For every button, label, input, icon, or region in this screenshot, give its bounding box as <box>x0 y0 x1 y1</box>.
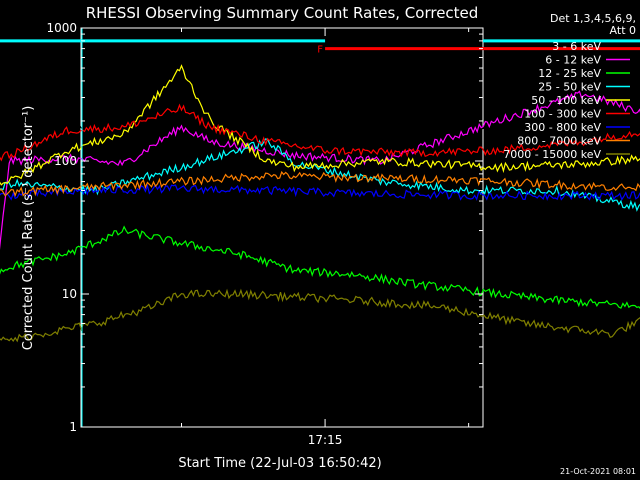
y-axis-label: Corrected Count Rate (s⁻¹ detector⁻¹) <box>21 106 36 351</box>
legend-label: 3 - 6 keV <box>552 40 601 53</box>
chart-title: RHESSI Observing Summary Count Rates, Co… <box>86 4 479 22</box>
plot-frame <box>80 27 484 428</box>
y-axis: 1 10 100 1000 <box>46 21 483 434</box>
plot-area: FN <box>0 28 640 427</box>
y-tick-label: 1 <box>69 420 77 434</box>
legend-label: 800 - 7000 keV <box>517 135 601 148</box>
timestamp: 21-Oct-2021 08:01 <box>560 467 636 476</box>
x-axis: 17:0017:1517:3017:4518:0018:1518:30 <box>181 28 470 447</box>
y-tick-label: 1000 <box>46 21 77 35</box>
series-line-4 <box>0 64 640 186</box>
series-line-3 <box>0 138 640 212</box>
legend-label: 25 - 50 keV <box>538 81 601 94</box>
legend-label: 12 - 25 keV <box>538 67 601 80</box>
series-line-2 <box>0 225 640 310</box>
x-axis-label: Start Time (22-Jul-03 16:50:42) <box>178 456 381 471</box>
series-line-8 <box>0 288 640 343</box>
legend-label: 300 - 800 keV <box>524 121 601 134</box>
series-line-6 <box>0 183 640 201</box>
y-tick-label: 100 <box>54 154 77 168</box>
legend-header: Att 0 <box>610 24 636 37</box>
y-tick-label: 10 <box>62 287 77 301</box>
legend-label: 6 - 12 keV <box>545 54 601 67</box>
x-tick-label: 17:15 <box>308 433 343 447</box>
flag-label: F <box>317 45 323 56</box>
series-line-1 <box>0 90 640 250</box>
legend-label: 50 - 100 keV <box>531 94 601 107</box>
legend-header: Det 1,3,4,5,6,9, <box>550 12 636 25</box>
series-line-7 <box>0 170 640 198</box>
series-line-5 <box>0 103 640 162</box>
legend-label: 100 - 300 keV <box>524 108 601 121</box>
series-line-0 <box>0 75 640 165</box>
legend-label: 7000 - 15000 keV <box>503 148 601 161</box>
